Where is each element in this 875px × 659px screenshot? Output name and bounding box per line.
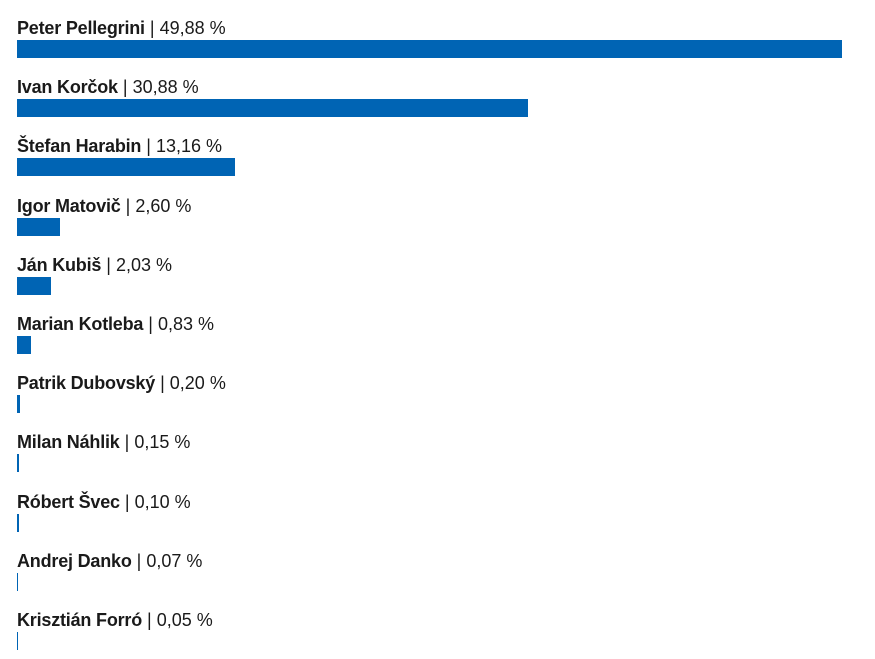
- label-separator: |: [160, 373, 165, 394]
- candidate-name: Peter Pellegrini: [17, 18, 145, 38]
- label-separator: |: [125, 195, 131, 216]
- bar-label: Ján Kubiš | 2,03 %: [17, 254, 172, 276]
- value-label: 0,83 %: [157, 314, 214, 334]
- bar: [17, 572, 19, 591]
- bar-label: Peter Pellegrini | 49,88 %: [17, 17, 226, 39]
- bar-track: [17, 99, 842, 118]
- chart-row: Ján Kubiš | 2,03 %: [17, 254, 857, 304]
- bar: [17, 454, 20, 473]
- label-separator: |: [106, 254, 111, 275]
- bar-label: Ivan Korčok | 30,88 %: [17, 76, 199, 98]
- bar-label: Milan Náhlik | 0,15 %: [17, 431, 190, 453]
- bar-label: Igor Matovič | 2,60 %: [17, 195, 191, 217]
- label-separator: |: [149, 18, 155, 38]
- chart-row: Milan Náhlik | 0,15 %: [17, 431, 857, 481]
- bar-track: [17, 572, 842, 591]
- bar-track: [17, 40, 842, 58]
- chart-row: Marian Kotleba | 0,83 %: [17, 313, 857, 363]
- candidate-name: Štefan Harabin: [17, 136, 142, 157]
- bar: [17, 158, 235, 177]
- bar-chart: Peter Pellegrini | 49,88 % Ivan Korčok | …: [17, 17, 857, 650]
- bar-label: Štefan Harabin | 13,16 %: [17, 135, 222, 157]
- bar-label: Róbert Švec | 0,10 %: [17, 491, 191, 513]
- chart-row: Andrej Danko | 0,07 %: [17, 550, 857, 600]
- label-separator: |: [136, 550, 142, 571]
- bar: [17, 217, 60, 236]
- bar-label: Krisztián Forró | 0,05 %: [17, 609, 213, 631]
- bar: [17, 276, 51, 295]
- value-label: 0,20 %: [169, 373, 226, 394]
- label-separator: |: [146, 136, 151, 157]
- value-label: 30,88 %: [132, 77, 199, 98]
- bar: [17, 40, 842, 58]
- label-separator: |: [122, 77, 128, 98]
- bar: [17, 336, 31, 354]
- bar: [17, 99, 528, 118]
- label-separator: |: [147, 610, 152, 630]
- candidate-name: Róbert Švec: [17, 491, 120, 512]
- bar-track: [17, 513, 842, 532]
- bar-track: [17, 158, 842, 177]
- value-label: 0,15 %: [134, 432, 191, 453]
- value-label: 0,05 %: [156, 610, 213, 630]
- candidate-name: Marian Kotleba: [17, 314, 144, 334]
- label-separator: |: [124, 491, 130, 512]
- candidate-name: Ivan Korčok: [17, 77, 118, 98]
- bar: [17, 632, 18, 650]
- candidate-name: Krisztián Forró: [17, 610, 143, 630]
- chart-row: Igor Matovič | 2,60 %: [17, 195, 857, 245]
- chart-row: Krisztián Forró | 0,05 %: [17, 609, 857, 659]
- value-label: 13,16 %: [155, 136, 223, 157]
- bar-track: [17, 632, 842, 650]
- candidate-name: Igor Matovič: [17, 195, 121, 216]
- bar-label: Andrej Danko | 0,07 %: [17, 550, 202, 572]
- bar-track: [17, 395, 842, 414]
- bar: [17, 395, 21, 414]
- label-separator: |: [148, 314, 153, 334]
- value-label: 2,03 %: [115, 254, 172, 275]
- value-label: 0,07 %: [146, 550, 203, 571]
- bar-label: Marian Kotleba | 0,83 %: [17, 313, 214, 335]
- candidate-name: Patrik Dubovský: [17, 373, 156, 394]
- chart-row: Ivan Korčok | 30,88 %: [17, 76, 857, 126]
- bar-track: [17, 454, 842, 473]
- label-separator: |: [124, 432, 130, 453]
- bar-track: [17, 217, 842, 236]
- chart-row: Peter Pellegrini | 49,88 %: [17, 17, 857, 67]
- value-label: 49,88 %: [159, 18, 226, 38]
- chart-row: Patrik Dubovský | 0,20 %: [17, 372, 857, 422]
- bar-label: Patrik Dubovský | 0,20 %: [17, 372, 226, 394]
- chart-row: Štefan Harabin | 13,16 %: [17, 135, 857, 185]
- bar-track: [17, 336, 842, 354]
- candidate-name: Ján Kubiš: [17, 254, 102, 275]
- value-label: 2,60 %: [135, 195, 192, 216]
- chart-row: Róbert Švec | 0,10 %: [17, 491, 857, 541]
- value-label: 0,10 %: [134, 491, 191, 512]
- candidate-name: Milan Náhlik: [17, 432, 120, 453]
- bar-track: [17, 276, 842, 295]
- bar: [17, 513, 19, 532]
- candidate-name: Andrej Danko: [17, 550, 132, 571]
